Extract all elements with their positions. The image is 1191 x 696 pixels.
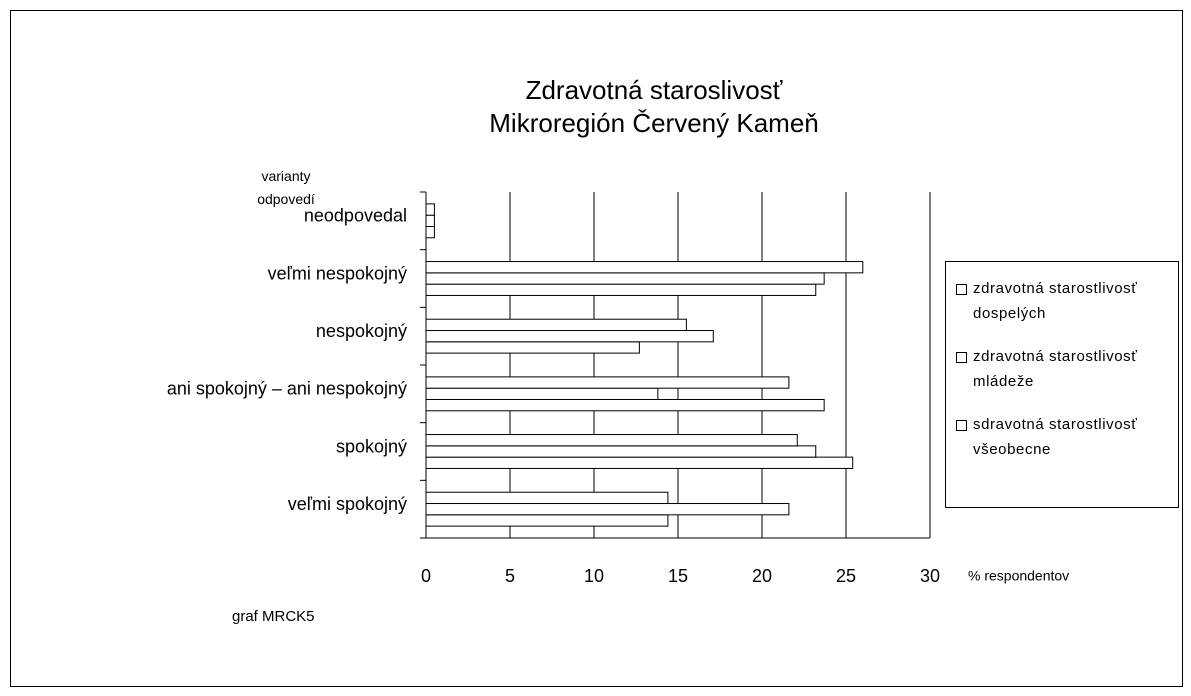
x-tick-label: 10	[584, 566, 604, 586]
bar	[425, 283, 817, 296]
legend-entry: zdravotná starostlivosť mládeže	[956, 344, 1174, 394]
y-tick-label: ani spokojný – ani nespokojný	[167, 379, 407, 399]
bar	[425, 225, 435, 239]
chart-title: Zdravotná staroslivosť	[526, 75, 783, 105]
bar	[425, 341, 640, 354]
legend: zdravotná starostlivosť dospelých zdravot…	[945, 261, 1179, 508]
x-tick-label: 0	[421, 566, 431, 586]
legend-label: zdravotná starostlivosť dospelých	[973, 280, 1138, 322]
x-axis-label: % respondentov	[968, 568, 1069, 584]
bar	[425, 434, 798, 447]
legend-entry: zdravotná starostlivosť dospelých	[956, 276, 1174, 326]
legend-entry: sdravotná starostlivosť všeobecne	[956, 412, 1174, 462]
bar	[425, 272, 825, 285]
chart-border	[10, 10, 1183, 687]
bar	[425, 503, 790, 516]
bar	[425, 330, 714, 343]
chart-title: Mikroregión Červený Kameň	[489, 108, 818, 138]
bar	[425, 214, 435, 227]
y-tick-label: neodpovedal	[304, 206, 407, 226]
x-tick-label: 25	[836, 566, 856, 586]
x-tick-label: 15	[668, 566, 688, 586]
bar	[425, 456, 854, 469]
y-tick-label: nespokojný	[316, 321, 407, 341]
note: graf MRCK5	[232, 608, 315, 625]
legend-swatch	[956, 284, 967, 295]
legend-swatch	[956, 420, 967, 431]
bar	[425, 491, 669, 505]
legend-swatch	[956, 352, 967, 363]
legend-label: zdravotná starostlivosť mládeže	[973, 348, 1138, 390]
bar	[425, 445, 817, 458]
y-tick-label: veľmi nespokojný	[268, 263, 407, 283]
legend-label: sdravotná starostlivosť všeobecne	[973, 416, 1138, 458]
y-axis-label: varianty odpovedí	[257, 168, 315, 207]
bar	[425, 398, 825, 412]
bar	[425, 261, 864, 274]
y-tick-label: veľmi spokojný	[288, 494, 407, 514]
bar	[425, 318, 687, 332]
bar	[425, 514, 669, 527]
y-tick-label: spokojný	[336, 436, 407, 456]
bar	[425, 376, 790, 389]
x-tick-label: 20	[752, 566, 772, 586]
bar	[425, 203, 435, 216]
x-tick-label: 30	[920, 566, 940, 586]
bar	[425, 387, 659, 400]
x-tick-label: 5	[505, 566, 515, 586]
